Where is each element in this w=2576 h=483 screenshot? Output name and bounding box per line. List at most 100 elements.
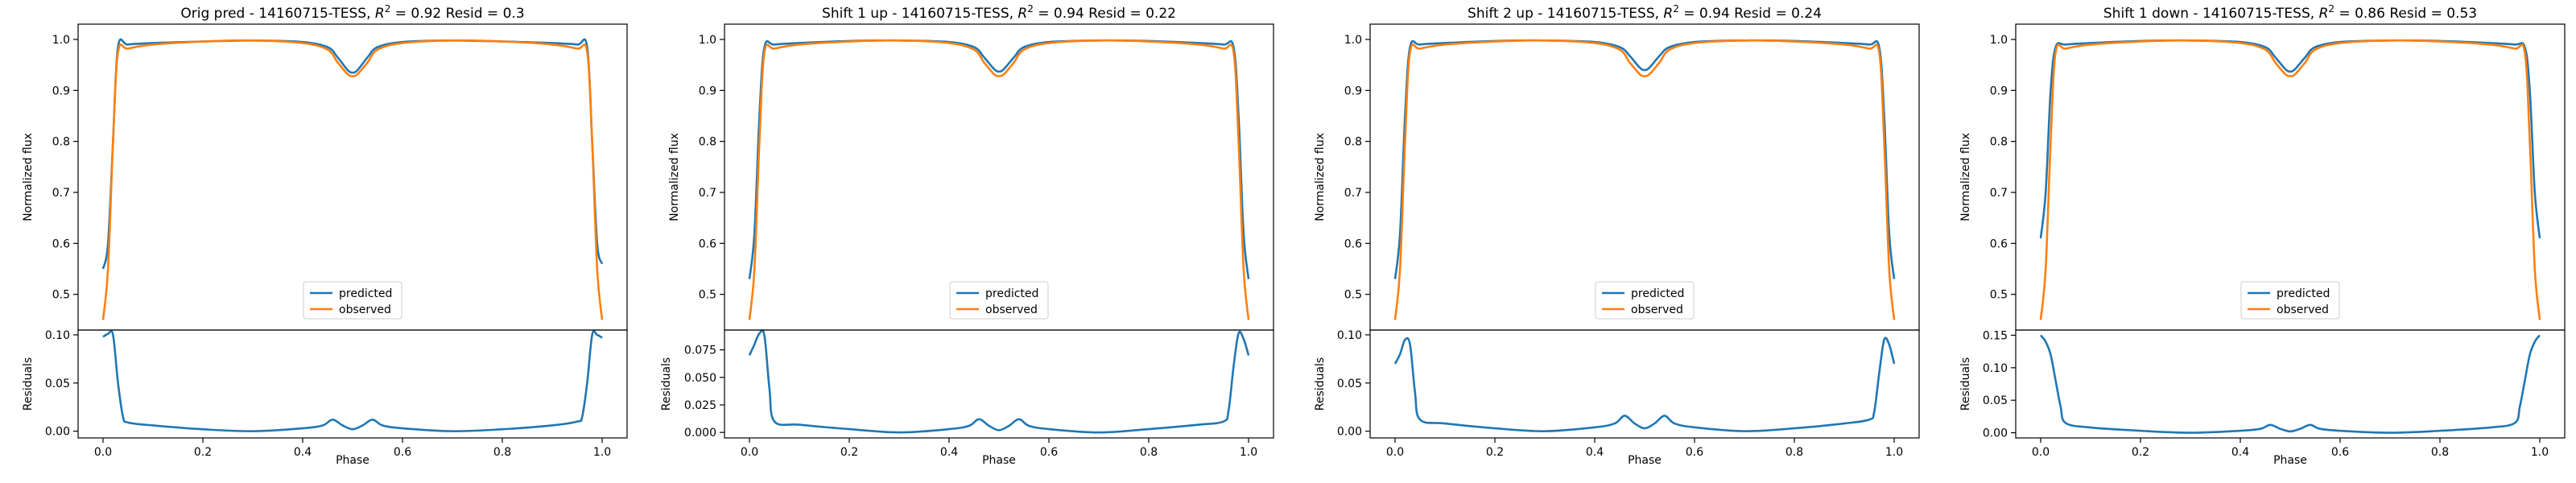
r2-symbol: R	[1663, 6, 1673, 22]
legend-label-predicted: predicted	[1631, 287, 1684, 300]
chart-title-stats: = 0.86 Resid = 0.53	[2334, 6, 2477, 22]
x-tick-label: 1.0	[1885, 446, 1903, 459]
legend-label-observed: observed	[2277, 303, 2329, 316]
chart-title: Shift 1 up - 14160715-TESS, R2 = 0.94 Re…	[822, 3, 1176, 22]
legend: predicted observed	[2240, 281, 2340, 320]
x-tick-label: 0.8	[493, 446, 511, 459]
chart-title-text: Shift 2 up - 14160715-TESS,	[1468, 6, 1663, 22]
x-tick-label: 0.0	[94, 446, 112, 459]
y-tick-label: 0.8	[699, 136, 716, 149]
y-tick-label: 0.6	[52, 237, 70, 250]
residual-y-tick-label: 0.05	[1983, 394, 2008, 407]
x-tick-label: 0.8	[1785, 446, 1803, 459]
x-tick-label: 0.6	[394, 446, 411, 459]
series-line-observed	[101, 39, 604, 320]
residuals-line	[102, 329, 603, 432]
x-tick-label: 0.6	[1040, 446, 1058, 459]
residual-y-axis-label: Residuals	[1959, 357, 1972, 411]
series-line-observed	[1393, 39, 1896, 320]
x-tick-label: 0.4	[294, 446, 312, 459]
legend-label-predicted: predicted	[2277, 287, 2330, 300]
chart-title: Orig pred - 14160715-TESS, R2 = 0.92 Res…	[180, 3, 524, 22]
x-tick-label: 0.4	[1586, 446, 1604, 459]
residual-y-tick-label: 0.10	[1337, 329, 1362, 342]
y-tick-label: 0.9	[52, 85, 70, 97]
residual-axes-frame	[77, 329, 628, 439]
residual-y-tick-label: 0.00	[1983, 427, 2008, 440]
residual-y-tick-label: 0.00	[1337, 426, 1362, 439]
series-line-observed	[748, 39, 1250, 320]
x-axis-label: Phase	[336, 454, 369, 467]
r2-symbol: R	[1018, 6, 1027, 22]
residual-y-tick-label: 0.05	[1337, 378, 1362, 390]
residual-y-tick-label: 0.00	[45, 426, 70, 439]
subplot-4: Shift 1 down - 14160715-TESS, R2 = 0.86 …	[1959, 3, 2566, 467]
series-line-observed	[2039, 39, 2541, 320]
legend-label-observed: observed	[985, 303, 1038, 316]
y-tick-label: 0.8	[52, 136, 70, 149]
chart-title-text: Orig pred - 14160715-TESS,	[180, 6, 375, 22]
residual-y-tick-label: 0.050	[684, 372, 716, 385]
x-tick-label: 0.4	[940, 446, 958, 459]
residual-y-axis-label: Residuals	[1314, 357, 1327, 411]
subplot-1: Orig pred - 14160715-TESS, R2 = 0.92 Res…	[22, 3, 628, 467]
residual-y-tick-label: 0.15	[1983, 329, 2008, 342]
residual-y-tick-label: 0.075	[684, 345, 716, 357]
y-axis-label: Normalized flux	[1959, 133, 1972, 221]
y-tick-label: 0.5	[52, 289, 70, 302]
legend: predicted observed	[303, 281, 402, 320]
y-tick-label: 0.5	[1990, 289, 2008, 302]
series-line-predicted	[101, 38, 604, 270]
x-tick-label: 0.2	[840, 446, 858, 459]
y-tick-label: 0.7	[52, 187, 70, 200]
x-axis-label: Phase	[2273, 454, 2307, 467]
x-tick-label: 1.0	[593, 446, 611, 459]
x-axis-label: Phase	[982, 454, 1016, 467]
y-axis-label: Normalized flux	[22, 133, 35, 221]
y-tick-label: 0.7	[699, 187, 716, 200]
series-line-predicted	[1393, 39, 1896, 279]
x-tick-label: 0.0	[741, 446, 758, 459]
residual-y-tick-label: 0.10	[1983, 362, 2008, 375]
y-tick-label: 0.9	[1344, 85, 1362, 97]
residual-axes-frame	[1369, 329, 1920, 439]
residuals-line	[748, 329, 1250, 434]
x-tick-label: 0.2	[2132, 446, 2149, 459]
residual-y-tick-label: 0.05	[45, 378, 70, 390]
y-tick-label: 0.6	[1344, 237, 1362, 250]
y-tick-label: 0.6	[1990, 237, 2008, 250]
subplot-3: Shift 2 up - 14160715-TESS, R2 = 0.94 Re…	[1314, 3, 1920, 467]
y-tick-label: 1.0	[1990, 34, 2008, 47]
legend-label-predicted: predicted	[339, 287, 392, 300]
r2-symbol: R	[375, 6, 385, 22]
x-tick-label: 0.8	[1140, 446, 1158, 459]
y-tick-label: 0.7	[1344, 187, 1362, 200]
series-line-predicted	[748, 39, 1250, 279]
subplot-2: Shift 1 up - 14160715-TESS, R2 = 0.94 Re…	[660, 3, 1274, 467]
legend-label-observed: observed	[339, 303, 391, 316]
residual-y-tick-label: 0.025	[684, 399, 716, 412]
legend: predicted observed	[1595, 281, 1695, 320]
chart-title-stats: = 0.92 Resid = 0.3	[390, 6, 524, 22]
x-tick-label: 0.6	[2331, 446, 2349, 459]
residual-axes-frame	[724, 329, 1274, 439]
chart-title: Shift 2 up - 14160715-TESS, R2 = 0.94 Re…	[1468, 3, 1822, 22]
x-tick-label: 0.2	[1486, 446, 1504, 459]
residual-y-tick-label: 0.000	[684, 427, 716, 440]
x-tick-label: 0.0	[2032, 446, 2050, 459]
residual-y-axis-label: Residuals	[660, 357, 673, 411]
y-tick-label: 1.0	[52, 34, 70, 47]
legend-label-predicted: predicted	[985, 287, 1038, 300]
x-tick-label: 0.0	[1386, 446, 1404, 459]
residuals-line	[1393, 336, 1896, 432]
x-tick-label: 0.8	[2431, 446, 2449, 459]
x-axis-label: Phase	[1628, 454, 1662, 467]
chart-title-text: Shift 1 up - 14160715-TESS,	[822, 6, 1018, 22]
legend-label-observed: observed	[1631, 303, 1683, 316]
y-tick-label: 1.0	[699, 34, 716, 47]
x-tick-label: 0.6	[1686, 446, 1703, 459]
y-tick-label: 1.0	[1344, 34, 1362, 47]
y-tick-label: 0.7	[1990, 187, 2008, 200]
residual-y-axis-label: Residuals	[22, 357, 35, 411]
x-tick-label: 1.0	[2531, 446, 2549, 459]
